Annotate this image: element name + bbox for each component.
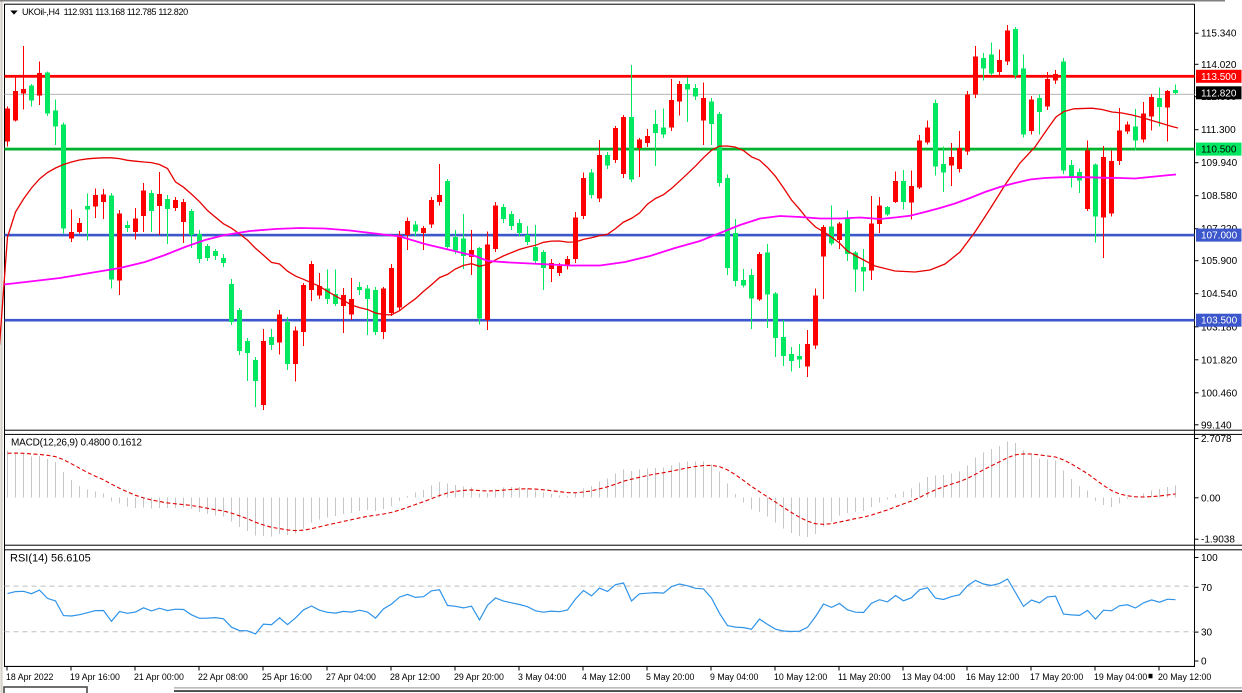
svg-text:100: 100 [1201,553,1218,564]
svg-text:110.500: 110.500 [1201,145,1237,156]
svg-text:101.820: 101.820 [1201,355,1238,366]
svg-text:103.500: 103.500 [1201,316,1238,327]
svg-text:103.180: 103.180 [1201,322,1238,333]
svg-text:19 Apr 16:00: 19 Apr 16:00 [70,672,120,682]
svg-text:4 May 12:00: 4 May 12:00 [582,672,631,682]
svg-text:114.020: 114.020 [1201,60,1237,71]
svg-text:9 May 04:00: 9 May 04:00 [710,672,759,682]
svg-text:115.340: 115.340 [1201,29,1237,40]
svg-text:99.140: 99.140 [1201,420,1232,431]
svg-text:113.500: 113.500 [1201,72,1237,83]
svg-text:17 May 20:00: 17 May 20:00 [1030,672,1083,682]
svg-text:70: 70 [1201,583,1213,594]
svg-text:3 May 04:00: 3 May 04:00 [518,672,567,682]
svg-text:107.000: 107.000 [1201,231,1238,242]
svg-text:100.460: 100.460 [1201,388,1238,399]
svg-text:28 Apr 12:00: 28 Apr 12:00 [390,672,440,682]
svg-text:19 May 04:00: 19 May 04:00 [1094,672,1147,682]
svg-text:10 May 12:00: 10 May 12:00 [774,672,827,682]
svg-text:13 May 04:00: 13 May 04:00 [902,672,955,682]
svg-text:29 Apr 20:00: 29 Apr 20:00 [454,672,504,682]
svg-text:MACD(12,26,9) 0.4800 0.1612: MACD(12,26,9) 0.4800 0.1612 [11,438,142,449]
svg-text:112.820: 112.820 [1201,88,1237,99]
svg-text:5 May 20:00: 5 May 20:00 [646,672,695,682]
svg-text:111.300: 111.300 [1201,125,1236,136]
svg-text:30: 30 [1201,628,1213,639]
svg-text:104.540: 104.540 [1201,289,1238,300]
svg-text:11 May 20:00: 11 May 20:00 [838,672,891,682]
svg-text:0.00: 0.00 [1201,493,1221,504]
svg-text:-1.9038: -1.9038 [1201,535,1235,546]
svg-text:2.7078: 2.7078 [1201,434,1232,445]
svg-text:18 Apr 2022: 18 Apr 2022 [6,672,54,682]
svg-text:RSI(14) 56.6105: RSI(14) 56.6105 [10,553,91,565]
svg-text:UKOil-,H4 112.931 113.168 112: UKOil-,H4 112.931 113.168 112.785 112.82… [22,7,188,17]
svg-text:16 May 12:00: 16 May 12:00 [966,672,1019,682]
svg-text:108.580: 108.580 [1201,191,1238,202]
svg-text:0: 0 [1201,657,1207,668]
svg-text:105.900: 105.900 [1201,256,1238,267]
svg-text:20 May 12:00: 20 May 12:00 [1158,672,1211,682]
svg-text:27 Apr 04:00: 27 Apr 04:00 [326,672,376,682]
svg-text:109.940: 109.940 [1201,158,1238,169]
svg-text:21 Apr 00:00: 21 Apr 00:00 [134,672,184,682]
svg-text:22 Apr 08:00: 22 Apr 08:00 [198,672,248,682]
svg-text:25 Apr 16:00: 25 Apr 16:00 [262,672,312,682]
